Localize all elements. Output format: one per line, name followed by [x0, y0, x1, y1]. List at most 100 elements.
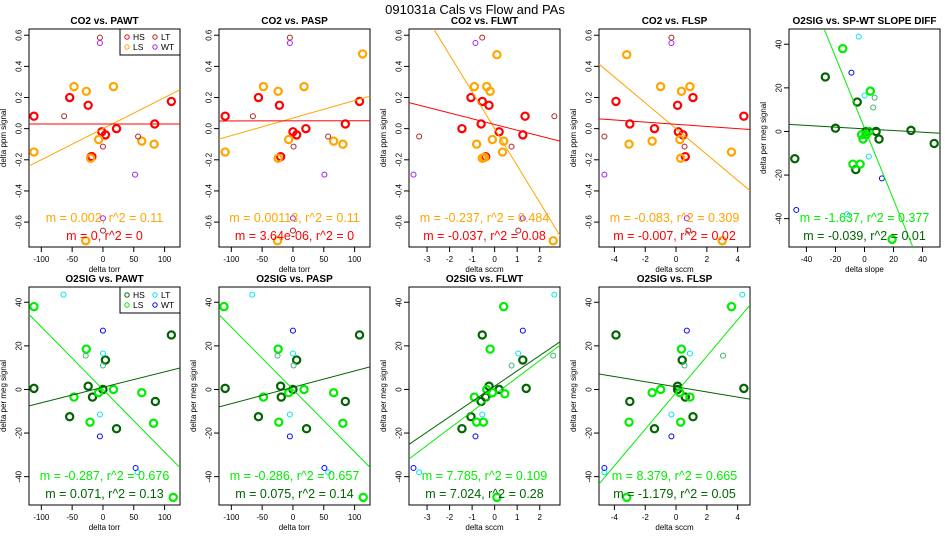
- data-point-wt: [410, 171, 417, 178]
- y-axis-label: delta per meg signal: [759, 102, 768, 174]
- y-axis-label: delta per meg signal: [569, 360, 578, 432]
- data-point-hs: [649, 424, 660, 434]
- y-tick-label: -20: [585, 427, 594, 439]
- plot-data-area: [409, 29, 560, 246]
- x-tick-label: -20: [830, 255, 842, 264]
- data-point-hs: [83, 381, 93, 391]
- data-point-wt: [96, 433, 103, 440]
- data-point-hs: [830, 123, 841, 133]
- data-point-ls: [487, 134, 498, 145]
- plot-data-area: [219, 34, 370, 246]
- fit-label: m = 0.00113, r^2 = 0.11: [229, 211, 360, 225]
- fit-line: [409, 102, 560, 142]
- y-tick-label: 40: [395, 297, 404, 306]
- y-tick-label: 0.2: [15, 91, 24, 103]
- fit-label: m = 8.379, r^2 = 0.665: [612, 469, 737, 483]
- y-tick-label: 0.2: [585, 91, 594, 103]
- data-point-ls: [81, 236, 91, 246]
- plot-panel-8: O2SIG vs. FLWT -3 -2 -1 0 1 2 delta sccm -40 -20 0…: [379, 274, 561, 532]
- data-point-ls: [848, 159, 858, 169]
- data-point-wt: [519, 215, 526, 222]
- data-point-lt: [286, 34, 293, 41]
- data-point-lt: [855, 33, 862, 40]
- data-point-hs: [150, 396, 161, 407]
- data-point-ls: [864, 126, 874, 137]
- x-tick-label: 4: [735, 255, 740, 264]
- x-tick-label: 100: [348, 513, 362, 522]
- x-tick-label: 2: [705, 513, 710, 522]
- y-tick-label: -0.2: [15, 152, 24, 166]
- x-tick-label: 20: [889, 255, 898, 264]
- data-point-hs: [611, 96, 621, 107]
- x-axis-label: delta slope: [845, 265, 884, 274]
- x-tick-label: 1: [515, 513, 520, 522]
- y-tick-label: 0.0: [395, 123, 404, 135]
- x-tick-label: 0: [101, 513, 106, 522]
- data-point-ls: [358, 492, 368, 503]
- data-point-wt: [601, 464, 608, 471]
- data-point-hs: [340, 396, 351, 407]
- y-tick-label: 40: [205, 297, 214, 306]
- data-point-lt: [61, 113, 68, 120]
- y-tick-label: 0.0: [205, 123, 214, 135]
- plot-title: CO2 vs. PAWT: [70, 16, 138, 27]
- legend-marker: [124, 34, 130, 40]
- data-point-ls: [148, 418, 159, 428]
- data-point-wt: [410, 464, 417, 471]
- data-point-hs: [457, 123, 467, 134]
- x-axis-label: delta torr: [89, 265, 121, 274]
- data-point-wt: [99, 215, 106, 222]
- data-point-wt: [683, 215, 690, 222]
- y-tick-label: 0.0: [585, 123, 594, 135]
- data-point-hs: [625, 119, 635, 129]
- data-point-ls: [887, 234, 897, 245]
- y-tick-label: 20: [15, 341, 24, 350]
- data-point-wt: [321, 171, 328, 178]
- fit-line: [219, 95, 370, 140]
- data-point-ls: [328, 388, 339, 398]
- data-point-ls: [283, 134, 294, 145]
- data-point-lt: [515, 227, 522, 234]
- data-point-hs: [354, 330, 365, 340]
- y-tick-label: -0.4: [205, 184, 214, 198]
- x-tick-label: -100: [223, 513, 240, 522]
- data-point-wt: [289, 327, 296, 334]
- x-tick-label: -4: [611, 513, 619, 522]
- plot-panel-2: CO2 vs. PASP -100 -50 0 50 100 delta torr -0.6 -…: [205, 16, 371, 274]
- data-point-ls: [655, 384, 666, 395]
- data-point-wt: [132, 171, 139, 178]
- plot-data-area: [789, 29, 940, 247]
- data-point-ls: [675, 153, 686, 163]
- y-tick-label: -20: [205, 427, 214, 439]
- data-point-ls: [469, 81, 480, 92]
- x-tick-label: -1: [469, 513, 477, 522]
- data-point-lt: [508, 143, 515, 150]
- data-point-hs: [276, 392, 286, 402]
- y-tick-label: -0.4: [585, 184, 594, 198]
- x-tick-label: 4: [735, 513, 740, 522]
- data-point-ls: [498, 301, 509, 312]
- data-point-lt: [865, 153, 872, 160]
- data-point-ls: [272, 236, 283, 246]
- data-point-hs: [354, 96, 365, 107]
- data-point-wt: [96, 40, 103, 47]
- x-tick-label: 0: [492, 513, 497, 522]
- fit-label: m = -0.083, r^2 = 0.309: [610, 211, 740, 225]
- data-point-ls: [676, 344, 687, 354]
- x-axis-label: delta sccm: [465, 265, 504, 274]
- data-point-hs: [274, 100, 285, 111]
- data-point-ls: [485, 86, 495, 96]
- fit-label: m = -0.286, r^2 = 0.657: [230, 469, 360, 483]
- data-point-hs: [906, 125, 916, 136]
- data-point-lt: [479, 411, 486, 418]
- data-point-hs: [87, 392, 98, 402]
- x-tick-label: 40: [918, 255, 927, 264]
- data-point-hs: [874, 134, 884, 144]
- plot-panel-4: CO2 vs. FLSP -4 -2 0 2 4 delta sccm -0.6 -0.4 -0.…: [569, 16, 751, 274]
- data-point-wt: [472, 433, 479, 440]
- plot-title: O2SIG vs. SP-WT SLOPE DIFF: [793, 16, 937, 27]
- y-tick-label: -0.2: [205, 152, 214, 166]
- data-point-lt: [668, 411, 675, 418]
- data-point-hs: [680, 392, 690, 402]
- data-point-hs: [220, 383, 230, 394]
